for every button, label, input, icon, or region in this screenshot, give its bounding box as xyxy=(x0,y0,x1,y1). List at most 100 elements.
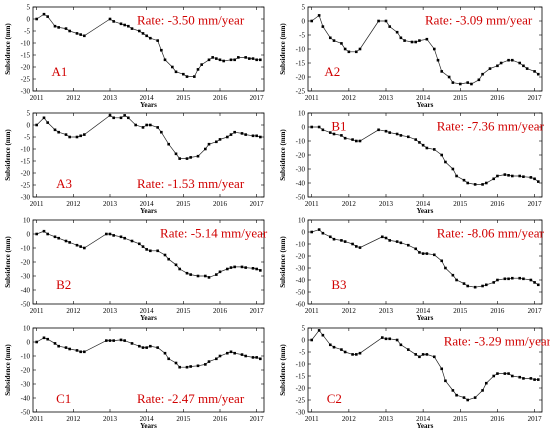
data-point xyxy=(518,174,522,178)
data-point xyxy=(425,252,429,255)
data-point xyxy=(138,29,141,33)
data-point xyxy=(207,360,211,363)
y-tick-label: -15 xyxy=(21,51,31,59)
data-point xyxy=(83,246,86,250)
x-tick-label: 2012 xyxy=(342,307,357,315)
data-point xyxy=(145,346,148,349)
data-point xyxy=(328,235,332,239)
data-point xyxy=(414,138,418,141)
data-point xyxy=(189,156,192,159)
data-point xyxy=(518,276,522,280)
x-tick-label: 2015 xyxy=(453,200,468,208)
data-point xyxy=(425,353,429,356)
data-point xyxy=(226,135,229,139)
data-point xyxy=(255,134,258,138)
data-point xyxy=(53,235,57,239)
y-tick-label: -15 xyxy=(296,372,306,380)
y-tick-label: 0 xyxy=(302,336,306,344)
data-point xyxy=(141,346,145,349)
y-tick-label: 0 xyxy=(27,338,31,346)
data-point xyxy=(207,58,211,62)
y-tick-label: -10 xyxy=(21,352,31,360)
data-point xyxy=(533,378,536,381)
data-point xyxy=(53,128,57,132)
data-point xyxy=(218,270,222,274)
x-tick-label: 2011 xyxy=(30,94,44,102)
data-point xyxy=(358,47,362,51)
data-point xyxy=(167,357,170,361)
data-point xyxy=(492,281,496,284)
data-point xyxy=(377,128,380,132)
data-point xyxy=(237,56,240,59)
data-point xyxy=(533,177,536,181)
data-point xyxy=(466,284,470,288)
data-point xyxy=(388,131,392,134)
x-tick-label: 2011 xyxy=(30,200,44,208)
data-point xyxy=(492,177,496,181)
y-tick-label: -50 xyxy=(21,408,31,416)
x-tick-label: 2011 xyxy=(305,415,319,423)
data-point xyxy=(163,253,167,257)
data-point xyxy=(536,180,540,183)
data-point xyxy=(185,271,189,275)
data-point xyxy=(473,285,477,289)
panel-label: A3 xyxy=(56,176,72,191)
data-point xyxy=(384,129,388,133)
data-point xyxy=(499,61,503,65)
rate-annotation: Rate: -1.53 mm/year xyxy=(137,176,245,191)
data-point xyxy=(343,350,347,354)
x-axis-title: Years xyxy=(140,101,157,109)
rate-annotation: Rate: -3.29 mm/year xyxy=(444,334,550,349)
y-tick-label: -50 xyxy=(296,193,306,201)
y-axis-title: Subsidence (mm) xyxy=(4,236,12,288)
data-point xyxy=(218,58,222,62)
data-point xyxy=(414,40,418,44)
x-tick-label: 2017 xyxy=(528,307,543,315)
data-point xyxy=(35,17,38,21)
data-point xyxy=(145,248,148,251)
x-tick-label: 2015 xyxy=(176,307,191,315)
x-tick-label: 2013 xyxy=(103,200,118,208)
data-point xyxy=(399,36,403,40)
rate-annotation: Rate: -3.50 mm/year xyxy=(137,13,245,28)
y-tick-label: -10 xyxy=(21,39,31,47)
data-point xyxy=(458,82,462,86)
data-point xyxy=(222,59,225,63)
x-tick-label: 2016 xyxy=(213,307,228,315)
data-point xyxy=(127,116,130,120)
data-point xyxy=(64,27,68,30)
data-point xyxy=(185,75,189,78)
data-point xyxy=(440,367,444,371)
data-point xyxy=(310,338,314,342)
y-tick-label: -20 xyxy=(21,258,31,266)
data-point xyxy=(64,133,68,136)
data-point xyxy=(328,36,332,40)
data-point xyxy=(42,116,46,120)
data-point xyxy=(149,249,152,253)
data-point xyxy=(462,178,466,182)
data-point xyxy=(410,40,414,44)
data-point xyxy=(332,39,336,42)
y-tick-label: -50 xyxy=(296,288,306,296)
y-tick-label: 10 xyxy=(23,324,31,332)
data-point xyxy=(141,245,145,248)
x-tick-label: 2013 xyxy=(103,307,118,315)
data-point xyxy=(75,135,79,139)
y-tick-label: -20 xyxy=(21,63,31,71)
data-point xyxy=(496,64,499,68)
data-point xyxy=(174,263,178,267)
x-tick-label: 2011 xyxy=(305,307,319,315)
x-tick-label: 2012 xyxy=(66,307,81,315)
y-tick-label: 0 xyxy=(302,17,306,25)
data-point xyxy=(108,114,112,117)
data-point xyxy=(414,247,418,251)
data-point xyxy=(196,364,200,368)
data-point xyxy=(496,372,499,375)
y-axis-title: Subsidence (mm) xyxy=(279,236,287,288)
y-tick-label: 5 xyxy=(27,109,31,117)
data-point xyxy=(233,351,236,355)
data-point xyxy=(123,114,126,117)
data-point xyxy=(240,132,244,135)
data-point xyxy=(42,336,46,340)
